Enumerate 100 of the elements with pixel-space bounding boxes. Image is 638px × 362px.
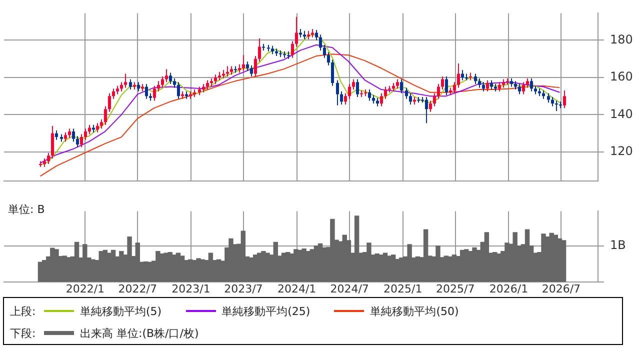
candlestick xyxy=(177,82,180,100)
candlestick xyxy=(165,68,168,83)
candlestick xyxy=(563,90,566,109)
candlestick xyxy=(104,106,107,126)
bar xyxy=(374,253,380,282)
candlestick xyxy=(124,73,127,88)
bar xyxy=(135,242,140,282)
candlestick xyxy=(522,82,525,95)
y-tick-label: 180 xyxy=(610,32,633,46)
bar xyxy=(484,232,490,282)
candlestick xyxy=(352,78,355,90)
candlestick xyxy=(157,80,160,92)
candlestick xyxy=(518,83,521,95)
bar xyxy=(436,246,440,282)
bar xyxy=(54,249,59,282)
candlestick xyxy=(498,82,501,92)
candlestick xyxy=(72,128,75,142)
bar xyxy=(240,230,246,282)
x-tick-label: 2026/7 xyxy=(542,282,581,296)
candlestick xyxy=(547,92,550,104)
candlestick xyxy=(76,136,79,148)
candlestick xyxy=(291,40,294,58)
legend-label: 単純移動平均(25) xyxy=(222,304,310,318)
candlestick xyxy=(80,134,83,148)
candlestick xyxy=(396,78,399,90)
bar xyxy=(330,218,335,282)
candlestick xyxy=(39,160,42,168)
candlestick xyxy=(474,73,477,84)
bar xyxy=(366,242,372,282)
legend-title: 下段: xyxy=(10,326,37,340)
candlestick xyxy=(445,76,448,96)
candlestick xyxy=(405,87,408,100)
candlestick xyxy=(482,82,485,92)
candlestick xyxy=(457,62,460,88)
candlestick xyxy=(173,78,176,88)
y-tick-label: 1B xyxy=(610,238,626,252)
bar xyxy=(561,240,566,282)
candlestick xyxy=(145,83,148,100)
candlestick xyxy=(120,82,123,92)
x-tick-label: 2025/1 xyxy=(384,282,422,296)
candlestick xyxy=(555,100,558,112)
bar xyxy=(306,250,310,282)
candlestick xyxy=(336,80,339,106)
candlestick xyxy=(384,86,387,100)
candlestick xyxy=(55,130,58,140)
candlestick xyxy=(327,52,330,66)
legend-title: 上段: xyxy=(10,304,37,318)
candlestick xyxy=(551,96,554,107)
candlestick xyxy=(254,56,257,78)
candlestick xyxy=(348,83,351,100)
candlestick xyxy=(161,76,164,88)
candlestick xyxy=(100,118,103,130)
x-tick-label: 2023/1 xyxy=(172,282,210,296)
legend-label: 出来高 単位:(B株/口/枚) xyxy=(80,326,199,340)
candlestick xyxy=(490,80,493,90)
bar xyxy=(200,259,205,282)
candlestick xyxy=(206,80,209,90)
candlestick xyxy=(169,72,172,84)
candlestick xyxy=(68,128,71,138)
y-tick-label: 160 xyxy=(610,70,633,84)
candlestick xyxy=(153,85,156,102)
candlestick xyxy=(258,38,261,62)
candlestick xyxy=(453,82,456,94)
legend-label: 単純移動平均(50) xyxy=(370,304,459,318)
candlestick xyxy=(429,100,432,112)
candlestick xyxy=(437,83,440,100)
x-tick-label: 2022/1 xyxy=(66,282,105,296)
candlestick xyxy=(88,124,91,135)
candlestick xyxy=(526,78,529,88)
candlestick xyxy=(51,125,54,159)
candlestick xyxy=(96,122,99,133)
candlestick xyxy=(295,16,298,48)
bar xyxy=(407,244,412,282)
bar xyxy=(444,256,448,282)
candlestick xyxy=(250,64,253,78)
bar xyxy=(512,232,518,282)
candlestick xyxy=(530,78,533,92)
candlestick xyxy=(441,76,444,90)
candlestick xyxy=(344,92,347,105)
x-tick-label: 2023/7 xyxy=(224,282,263,296)
candlestick xyxy=(112,88,115,100)
bar xyxy=(354,216,360,282)
x-tick-label: 2024/7 xyxy=(330,282,369,296)
candlestick xyxy=(340,90,343,105)
candlestick xyxy=(108,92,111,112)
candlestick xyxy=(84,128,87,140)
candlestick xyxy=(486,80,489,92)
candlestick xyxy=(246,61,249,72)
candlestick xyxy=(478,78,481,88)
candlestick xyxy=(331,59,334,86)
x-tick-label: 2026/1 xyxy=(489,282,528,296)
x-tick-label: 2022/7 xyxy=(118,282,157,296)
candlestick xyxy=(368,89,371,102)
candlestick xyxy=(47,152,50,165)
candlestick xyxy=(323,44,326,58)
x-tick-label: 2024/1 xyxy=(277,282,316,296)
y-tick-label: 140 xyxy=(610,106,633,121)
candlestick xyxy=(315,29,318,41)
y-tick-label: 120 xyxy=(610,144,633,158)
candlestick xyxy=(137,82,140,92)
